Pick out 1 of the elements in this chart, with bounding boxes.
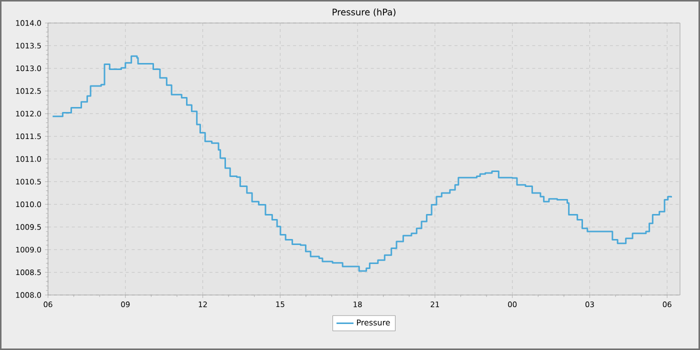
chart-title: Pressure (hPa): [332, 8, 396, 17]
